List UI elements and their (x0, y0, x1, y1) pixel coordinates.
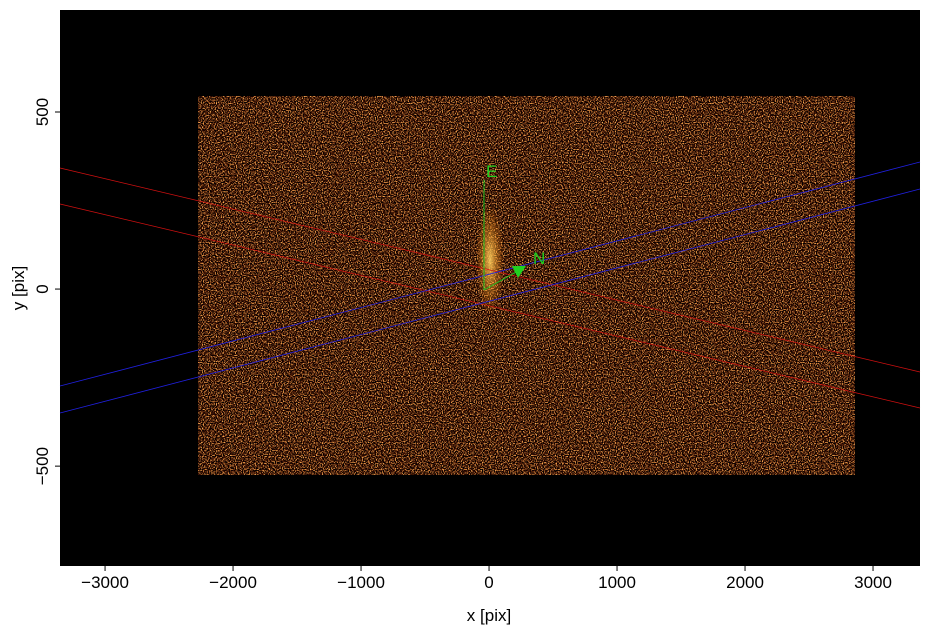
x-tick-label: 3000 (854, 573, 892, 592)
image-strip (198, 96, 330, 475)
annotation: N (533, 249, 545, 268)
x-tick-label: −2000 (209, 573, 257, 592)
compass: E N (483, 162, 545, 291)
blue-trace (59, 188, 921, 414)
y-tick-label: −500 (33, 447, 52, 485)
blue-trace (59, 161, 921, 387)
image-strip (725, 96, 855, 475)
detector-image (198, 96, 855, 475)
y-tick-label: 500 (33, 98, 52, 126)
x-tick-label: −1000 (337, 573, 385, 592)
y-axis-label: y [pix] (9, 266, 28, 310)
x-tick-label: 0 (484, 573, 493, 592)
x-tick-label: −3000 (81, 573, 129, 592)
compass-arrow (512, 266, 526, 278)
bright-source (476, 205, 504, 315)
compass-north (483, 270, 519, 291)
x-axis-label: x [pix] (467, 606, 511, 625)
red-trace (59, 203, 921, 409)
traces (59, 161, 921, 414)
red-trace (59, 167, 921, 373)
image-strip (330, 96, 462, 475)
x-tick-label: 2000 (726, 573, 764, 592)
image-strip (592, 96, 725, 475)
y-tick-label: 0 (33, 284, 52, 293)
annotation: E (486, 162, 497, 181)
x-tick-label: 1000 (598, 573, 636, 592)
